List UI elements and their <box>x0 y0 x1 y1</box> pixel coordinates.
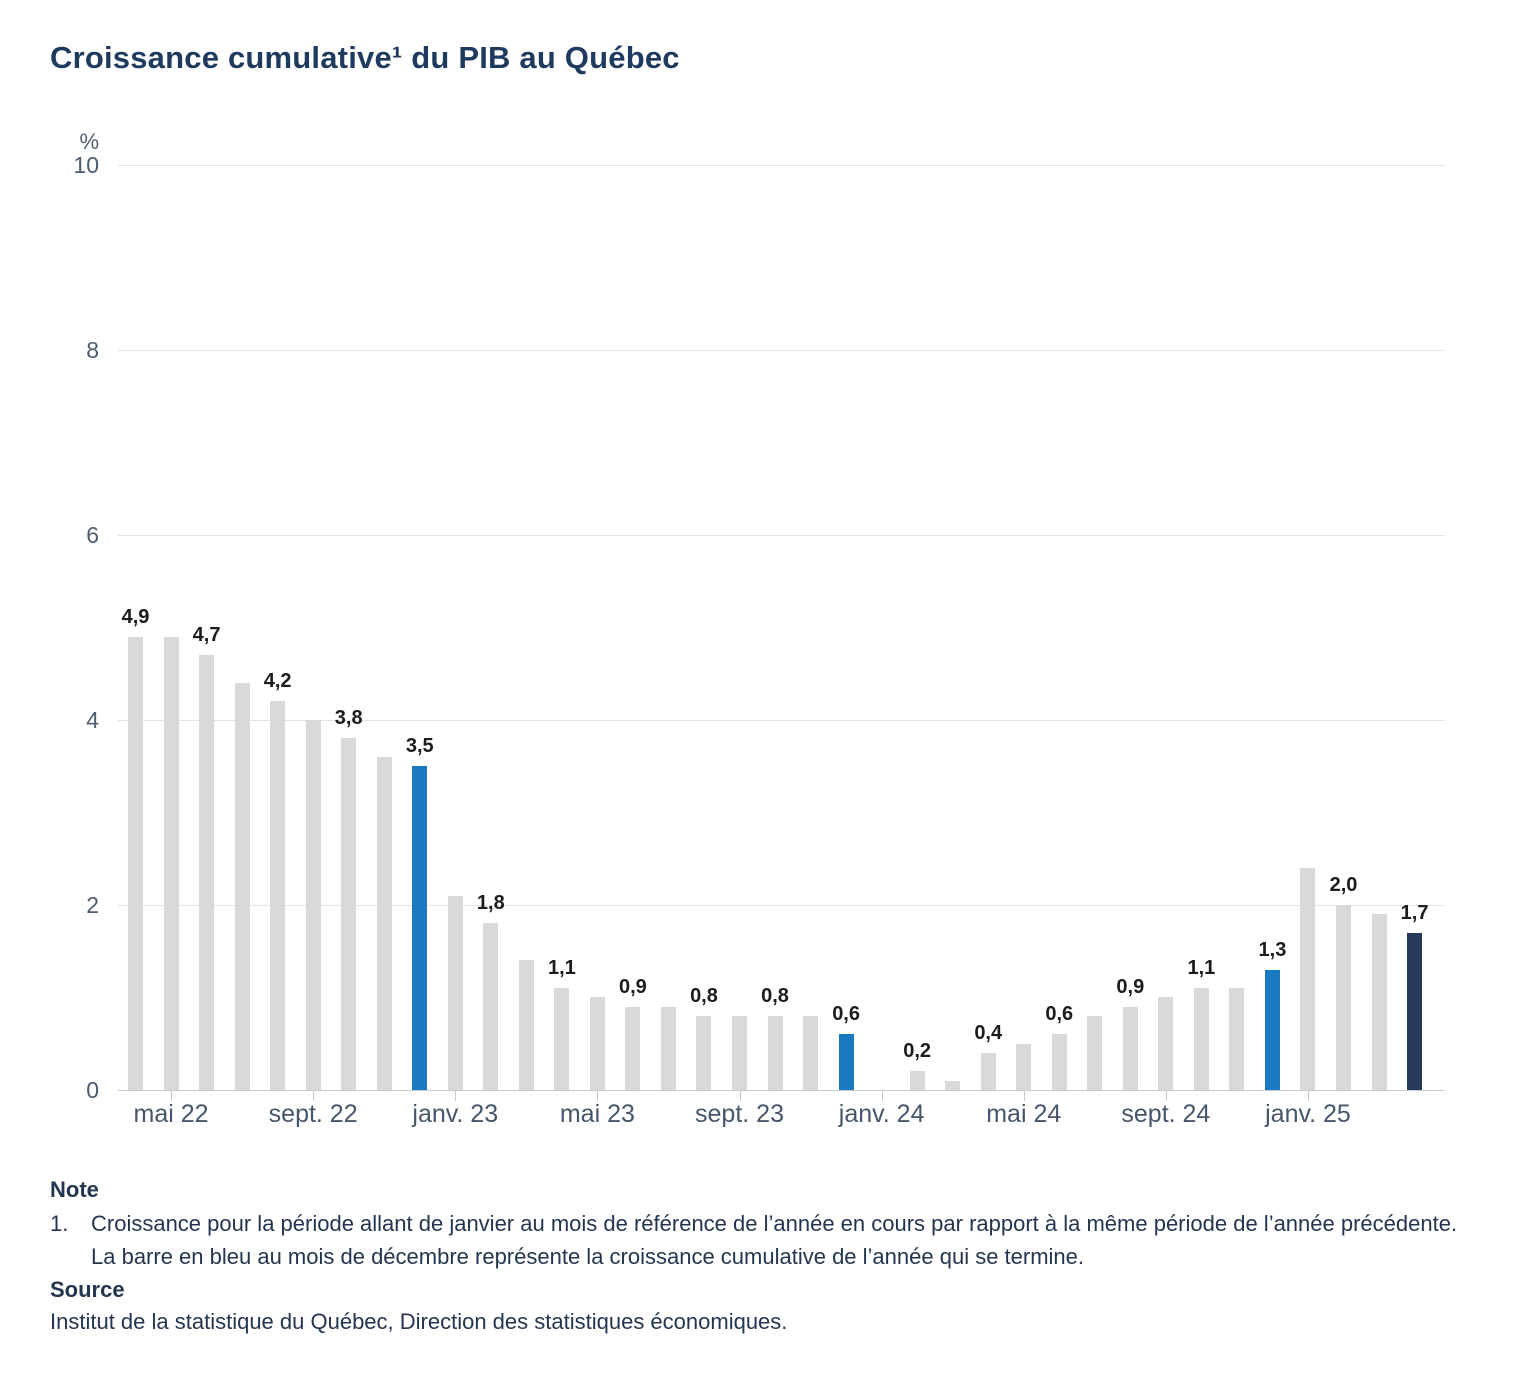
bar-nov-22 <box>376 757 392 1090</box>
x-axis-tick-label-janv-23: janv. 23 <box>412 1100 499 1128</box>
bar-mai-24 <box>1016 1044 1032 1090</box>
bar-value-label-juin-23: 0,9 <box>619 976 647 998</box>
bar-juil-24 <box>1087 1016 1103 1090</box>
bar-value-label-août-24: 0,9 <box>1116 976 1145 998</box>
bar-value-label-avr-25: 1,7 <box>1400 902 1429 924</box>
bar-oct-23 <box>767 1016 783 1090</box>
bar-janv-23 <box>447 896 463 1090</box>
note-text: Croissance pour la période allant de jan… <box>91 1211 1458 1269</box>
x-axis-tick-label-mai-22: mai 22 <box>133 1100 209 1128</box>
y-axis-label-0: 0 <box>86 1077 99 1103</box>
note-item: 1. Croissance pour la période allant de … <box>50 1207 1462 1273</box>
bar-avr-24 <box>980 1053 996 1090</box>
source-heading: Source <box>50 1277 125 1302</box>
note-heading: Note <box>50 1177 99 1202</box>
bar-juil-22 <box>234 683 250 1090</box>
x-axis-tick-label-sept-23: sept. 23 <box>695 1100 784 1128</box>
bar-avr-23 <box>554 988 570 1090</box>
bar-juil-23 <box>660 1007 676 1090</box>
x-axis-tick-mai-22 <box>171 1091 173 1101</box>
bar-value-label-déc-23: 0,6 <box>832 1003 860 1025</box>
x-axis-tick-label-sept-24: sept. 24 <box>1121 1100 1211 1128</box>
gridline-4 <box>118 720 1445 721</box>
bar-value-label-févr-25: 2,0 <box>1329 874 1358 896</box>
y-axis-unit-label: % <box>79 129 99 154</box>
x-axis-tick-label-janv-25: janv. 25 <box>1265 1100 1351 1128</box>
bar-sept-24 <box>1158 997 1174 1090</box>
bar-mars-25 <box>1371 914 1387 1090</box>
y-axis-label-8: 8 <box>86 337 99 363</box>
bar-oct-22 <box>341 738 357 1090</box>
bar-juin-23 <box>625 1007 641 1090</box>
bar-value-label-juin-22: 4,7 <box>192 624 221 646</box>
bar-value-label-juin-24: 0,6 <box>1045 1003 1074 1025</box>
bar-déc-23 <box>838 1034 854 1090</box>
x-axis-tick-label-sept-22: sept. 22 <box>268 1100 358 1128</box>
bar-value-label-févr-23: 1,8 <box>476 892 505 914</box>
x-axis-tick-mai-24 <box>1023 1091 1025 1101</box>
bar-value-label-oct-24: 1,1 <box>1187 957 1216 979</box>
bar-déc-24 <box>1264 970 1280 1090</box>
y-axis-label-4: 4 <box>86 707 99 733</box>
gridline-8 <box>118 350 1445 351</box>
bar-avr-25 <box>1407 933 1423 1090</box>
gridline-6 <box>118 535 1445 536</box>
bar-févr-24 <box>909 1071 925 1090</box>
x-axis-tick-sept-22 <box>313 1091 315 1101</box>
bar-août-23 <box>696 1016 712 1090</box>
x-axis-tick-sept-23 <box>739 1091 741 1101</box>
x-axis-tick-janv-23 <box>455 1091 457 1101</box>
x-axis-line <box>118 1090 1445 1091</box>
bar-nov-24 <box>1229 988 1245 1090</box>
bar-mai-23 <box>589 997 605 1090</box>
bar-nov-23 <box>803 1016 819 1090</box>
bar-value-label-févr-24: 0,2 <box>903 1040 932 1062</box>
bar-févr-23 <box>483 923 499 1090</box>
gridline-10 <box>118 165 1445 166</box>
y-axis-label-2: 2 <box>86 892 99 918</box>
bar-mars-24 <box>945 1081 961 1090</box>
bar-janv-25 <box>1300 868 1316 1090</box>
bar-avr-22 <box>128 637 143 1090</box>
bar-août-24 <box>1122 1007 1138 1090</box>
x-axis-tick-label-mai-23: mai 23 <box>559 1100 635 1128</box>
bar-juin-22 <box>199 655 215 1090</box>
gridline-2 <box>118 905 1445 906</box>
bar-août-22 <box>270 701 286 1090</box>
bar-value-label-avr-24: 0,4 <box>974 1022 1003 1044</box>
bar-déc-22 <box>412 766 428 1090</box>
x-axis-tick-label-janv-24: janv. 24 <box>838 1100 925 1128</box>
bar-oct-24 <box>1193 988 1209 1090</box>
bar-value-label-août-22: 4,2 <box>263 670 292 692</box>
x-axis-tick-janv-25 <box>1307 1091 1309 1101</box>
bar-févr-25 <box>1336 905 1352 1090</box>
source-text: Institut de la statistique du Québec, Di… <box>50 1309 788 1334</box>
bar-mai-22 <box>163 637 179 1090</box>
chart-title: Croissance cumulative¹ du PIB au Québec <box>50 40 680 75</box>
note-number: 1. <box>50 1211 69 1236</box>
x-axis-tick-sept-24 <box>1165 1091 1167 1101</box>
bar-value-label-déc-24: 1,3 <box>1258 939 1287 961</box>
bar-value-label-oct-23: 0,8 <box>761 985 789 1007</box>
bar-value-label-avr-23: 1,1 <box>547 957 576 979</box>
bar-sept-22 <box>305 720 321 1090</box>
bar-sept-23 <box>732 1016 747 1090</box>
bar-value-label-août-23: 0,8 <box>690 985 718 1007</box>
bar-value-label-avr-22: 4,9 <box>121 606 150 628</box>
x-axis-tick-label-mai-24: mai 24 <box>986 1100 1062 1128</box>
bar-value-label-oct-22: 3,8 <box>334 707 363 729</box>
x-axis-tick-mai-23 <box>597 1091 599 1101</box>
bar-value-label-déc-22: 3,5 <box>405 735 434 757</box>
bar-mars-23 <box>518 960 534 1090</box>
bar-juin-24 <box>1051 1034 1067 1090</box>
y-axis-label-10: 10 <box>73 152 99 178</box>
y-axis-label-6: 6 <box>86 522 99 548</box>
x-axis-tick-janv-24 <box>881 1091 883 1101</box>
